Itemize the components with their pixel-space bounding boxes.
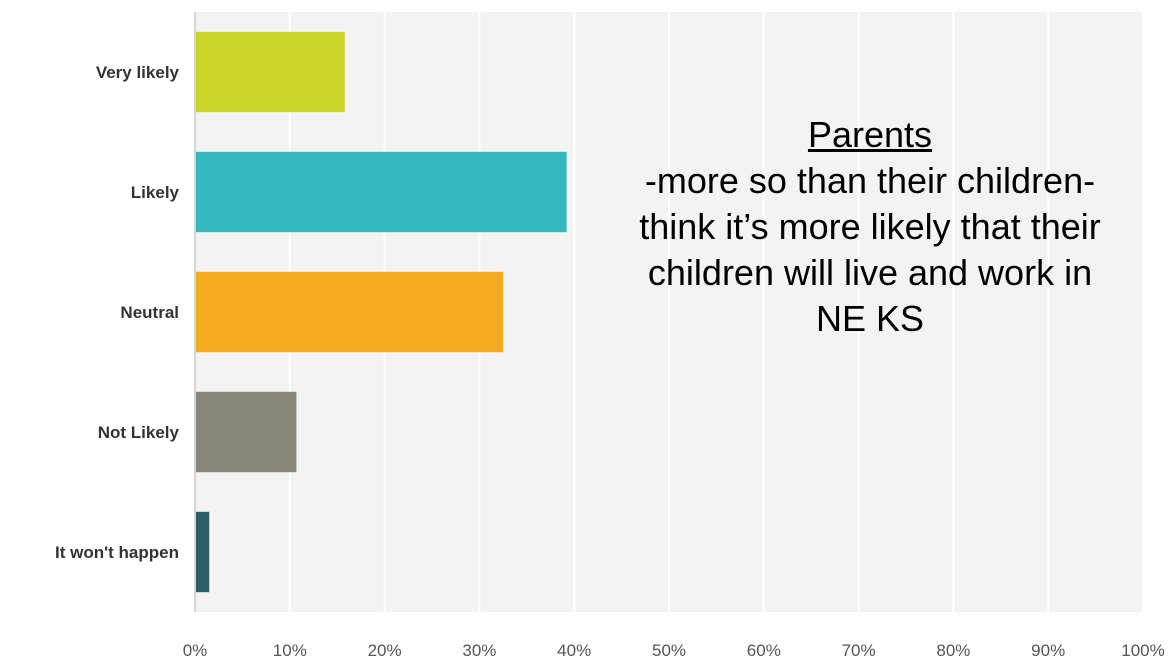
bar-neutral bbox=[196, 271, 504, 353]
bar-not-likely bbox=[196, 391, 297, 473]
annotation-box: Parents -more so than their children- th… bbox=[630, 112, 1110, 342]
annotation-body: -more so than their children- think it’s… bbox=[639, 160, 1101, 339]
x-tick-label: 60% bbox=[747, 641, 781, 660]
x-tick-label: 50% bbox=[652, 641, 686, 660]
category-label: Very likely bbox=[96, 63, 180, 82]
x-tick-label: 0% bbox=[183, 641, 208, 660]
x-tick-label: 30% bbox=[462, 641, 496, 660]
x-tick-label: 40% bbox=[557, 641, 591, 660]
category-label: Likely bbox=[131, 183, 180, 202]
x-tick-label: 20% bbox=[368, 641, 402, 660]
x-tick-labels: 0% 10% 20% 30% 40% 50% 60% 70% 80% 90% 100% bbox=[183, 641, 1165, 660]
bar-it-won-t-happen bbox=[196, 511, 210, 593]
bars bbox=[196, 31, 567, 593]
x-tick-label: 80% bbox=[936, 641, 970, 660]
x-tick-label: 10% bbox=[273, 641, 307, 660]
x-tick-label: 70% bbox=[842, 641, 876, 660]
bar-likely bbox=[196, 151, 567, 233]
category-label: Neutral bbox=[120, 303, 179, 322]
category-labels: Very likely Likely Neutral Not Likely It won… bbox=[55, 63, 180, 562]
annotation-title: Parents bbox=[807, 114, 933, 155]
x-tick-label: 100% bbox=[1121, 641, 1164, 660]
category-label: Not Likely bbox=[98, 423, 180, 442]
x-tick-label: 90% bbox=[1031, 641, 1065, 660]
bar-very-likely bbox=[196, 31, 345, 113]
category-label: It won't happen bbox=[55, 543, 179, 562]
